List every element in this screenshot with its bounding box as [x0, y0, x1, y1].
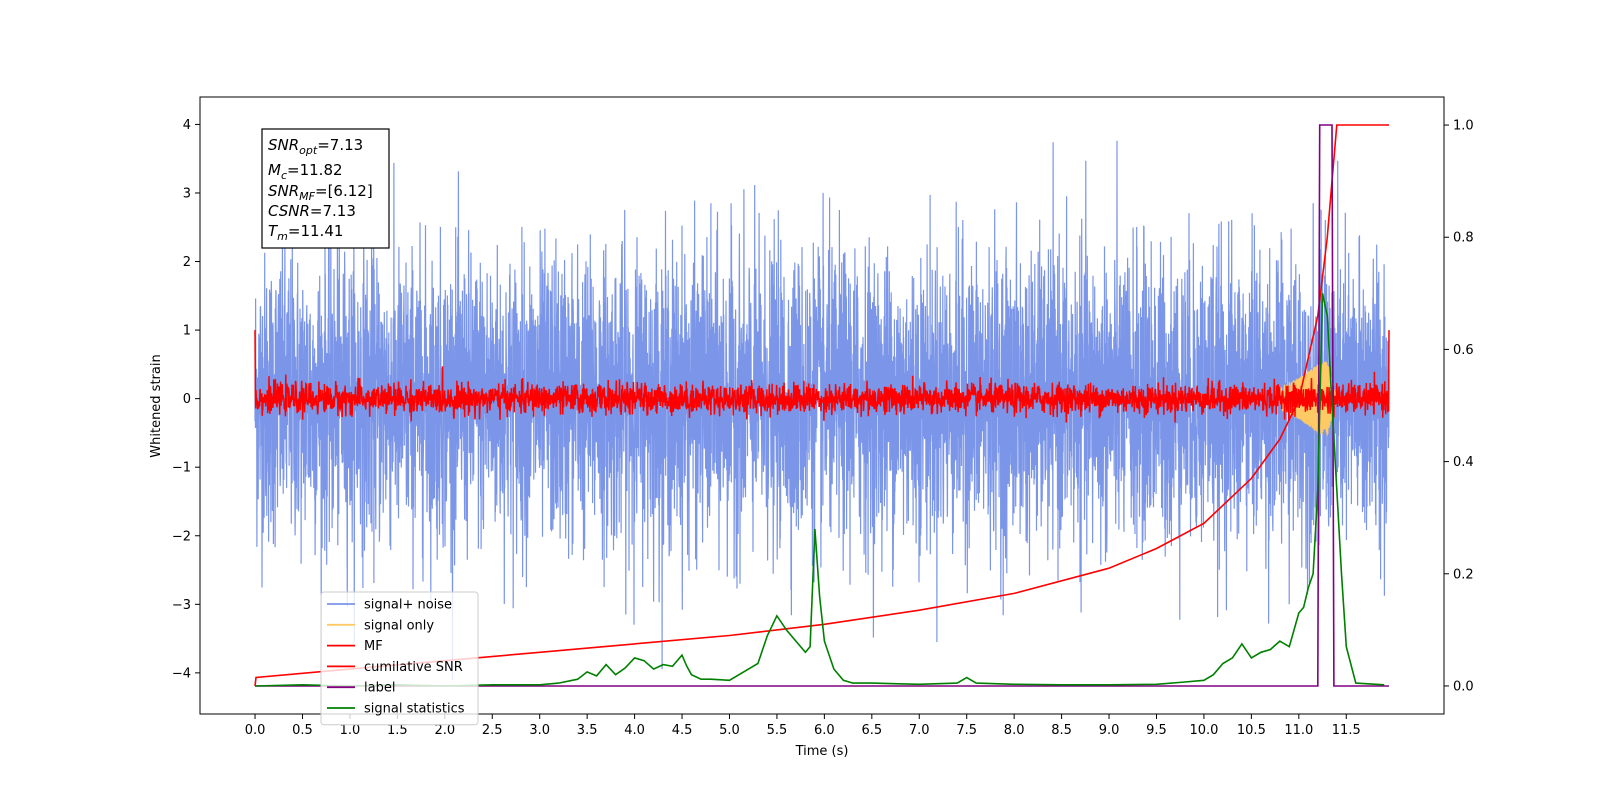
x-tick-label: 10.5: [1237, 723, 1266, 738]
legend-label: signal statistics: [364, 702, 465, 717]
y-right-tick-label: 1.0: [1453, 119, 1474, 134]
x-tick-label: 11.0: [1284, 723, 1313, 738]
x-tick-label: 7.0: [909, 723, 930, 738]
x-tick-label: 0.5: [292, 723, 313, 738]
y-right-tick-label: 0.8: [1453, 231, 1474, 246]
info-mc: Mc=11.82: [268, 161, 343, 182]
y-left-tick-label: −3: [172, 598, 191, 613]
x-tick-label: 2.0: [434, 723, 455, 738]
legend-label: label: [364, 681, 395, 696]
y-left-tick-label: −2: [172, 529, 191, 544]
x-tick-label: 4.5: [672, 723, 693, 738]
y-left-tick-label: 1: [183, 324, 191, 339]
x-tick-label: 9.0: [1099, 723, 1120, 738]
x-tick-label: 4.0: [624, 723, 645, 738]
x-tick-label: 1.5: [387, 723, 408, 738]
x-tick-label: 9.5: [1146, 723, 1167, 738]
x-tick-label: 1.0: [340, 723, 361, 738]
legend-label: MF: [364, 639, 383, 654]
x-axis-label: Time (s): [795, 744, 849, 759]
info-box-frame: [261, 128, 390, 249]
info-snr-mf: SNRMF=[6.12]: [268, 182, 373, 203]
y-right-tick-label: 0.6: [1453, 343, 1474, 358]
y-right-tick-label: 0.4: [1453, 455, 1474, 470]
x-tick-label: 5.5: [767, 723, 788, 738]
x-tick-label: 2.5: [482, 723, 503, 738]
y-left-tick-label: 0: [183, 392, 191, 407]
x-tick-label: 0.0: [245, 723, 266, 738]
x-tick-label: 11.5: [1332, 723, 1361, 738]
x-tick-label: 3.5: [577, 723, 598, 738]
y-left-tick-label: −1: [172, 461, 191, 476]
info-csnr: CSNR=7.13: [268, 202, 356, 220]
y-right-tick-label: 0.2: [1453, 567, 1474, 582]
x-tick-label: 8.0: [1004, 723, 1025, 738]
y-left-tick-label: 4: [183, 118, 191, 133]
y-right-tick-label: 0.0: [1453, 679, 1474, 694]
series-signal-statistics: [254, 293, 1385, 687]
y-axis-label: Whitened strain: [149, 354, 164, 457]
series-label: [255, 124, 1389, 687]
axes: 0.0 0.5 1.0 1.5 2.0 2.5 3.0 3.5 4.0 4.5 5.0 5.5 6.0 6…: [172, 96, 1474, 738]
legend-label: cumilative SNR: [364, 660, 463, 675]
legend: signal+ noise signal only MF cumilative SNR…: [320, 591, 479, 726]
series-mf: [254, 330, 1390, 423]
legend-label: signal+ noise: [364, 598, 452, 613]
y-left-tick-label: 2: [183, 255, 191, 270]
series-signal-noise: [254, 140, 1390, 680]
x-tick-label: 6.0: [814, 723, 835, 738]
x-tick-label: 10.0: [1189, 723, 1218, 738]
legend-label: signal only: [364, 618, 434, 633]
y-left-tick-label: 3: [183, 186, 191, 201]
info-snr-opt: SNRopt=7.13: [268, 136, 363, 157]
axes-frame: [199, 96, 1445, 715]
x-tick-label: 3.0: [529, 723, 550, 738]
info-box: SNRopt=7.13 Mc=11.82 SNRMF=[6.12] CSNR=7…: [261, 128, 390, 249]
x-tick-label: 8.5: [1051, 723, 1072, 738]
info-tm: Tm=11.41: [268, 222, 343, 243]
x-tick-label: 5.0: [719, 723, 740, 738]
y-left-tick-label: −4: [172, 666, 191, 681]
x-tick-label: 6.5: [861, 723, 882, 738]
x-tick-label: 7.5: [956, 723, 977, 738]
legend-frame: [320, 591, 479, 726]
